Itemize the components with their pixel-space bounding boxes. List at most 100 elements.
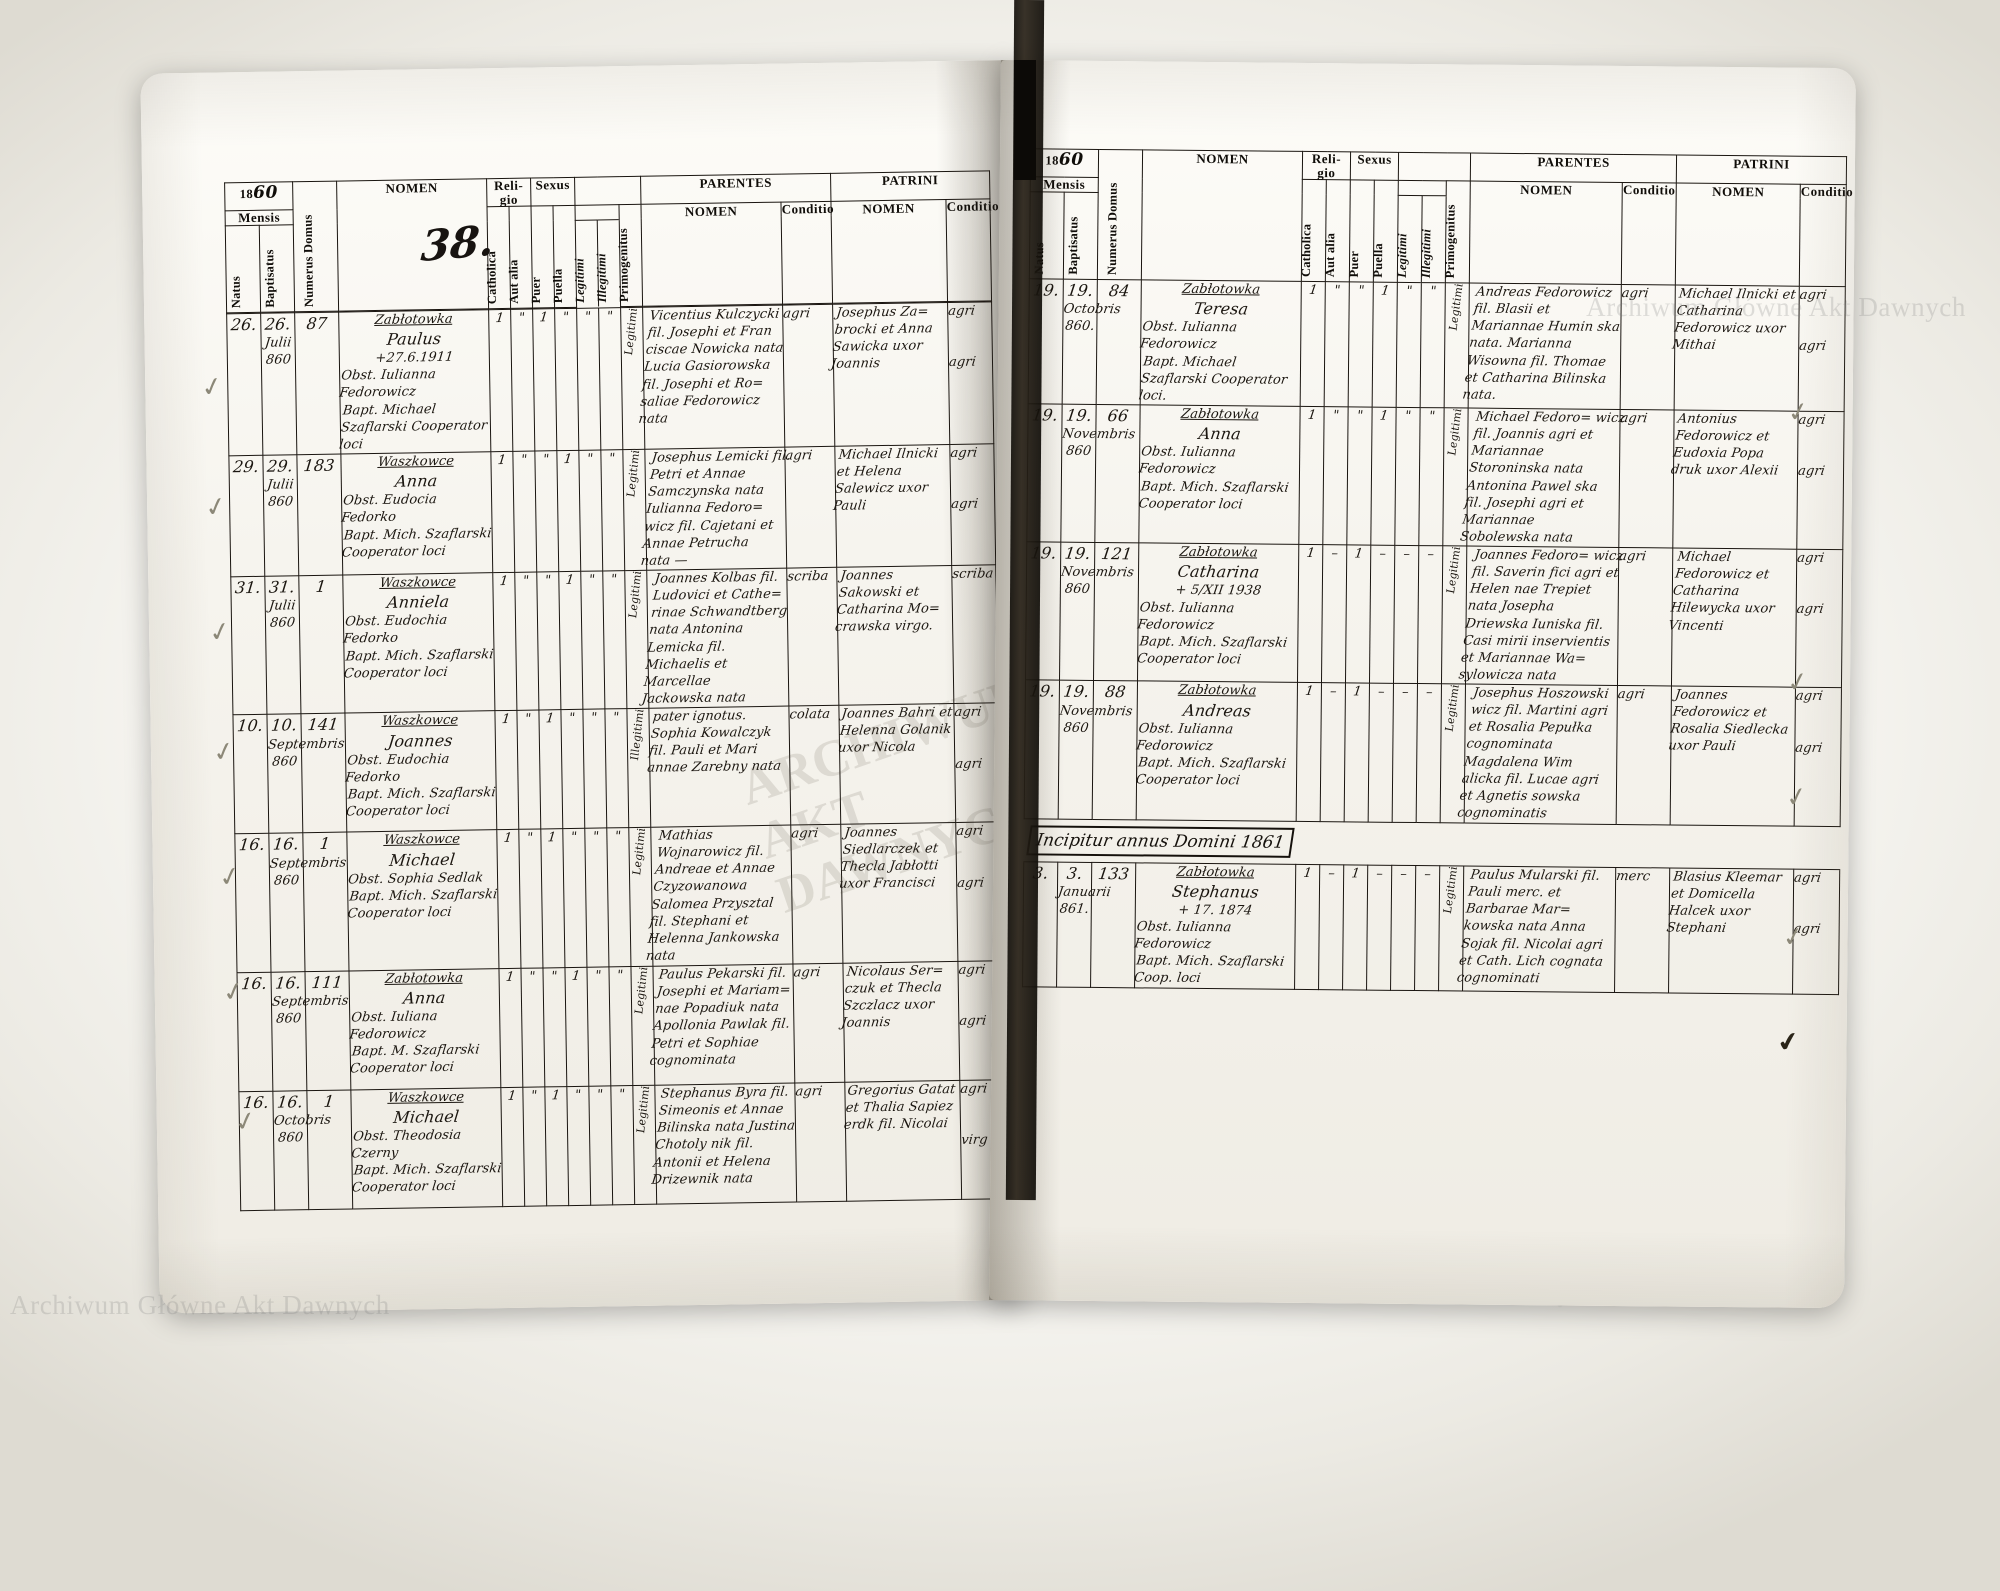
cell-nomen-child: Zabłotowka Anna Obst. Iulianna Fedorowicz B… <box>1138 404 1301 545</box>
cell-aut-alia: – <box>1320 683 1346 822</box>
cell-puer: 1 <box>540 829 565 968</box>
cell-legitimi: " <box>586 966 611 1086</box>
cell-nomen-parentes: Andreas Fedorowicz fil. Blasii et Marian… <box>1462 282 1622 410</box>
cell-nomen-patrini: Blasius Kleemar et Domicella Halcek uxor… <box>1666 867 1794 994</box>
cell-nomen-child: Zabłotowka Catharina + 5/XII 1938 Obst. Iul… <box>1136 543 1299 683</box>
register-row: 16. 16. Septembris 860 1 Waszkowce Michael Obst… <box>234 822 1002 973</box>
cell-nomen-parentes: Michael Fedoro= wicz fil. Joannis agri e… <box>1459 407 1626 548</box>
register-row: 19. 19. Novembris 860 88 Zabłotowka Andreas Obs… <box>1024 680 1842 827</box>
cell-illegitimi: – <box>1417 545 1443 685</box>
header-parentes: PARENTES <box>1470 153 1677 184</box>
cell-nomen-patrini: Joannes Fedorowicz et Rosalia Siedlecka … <box>1667 686 1796 826</box>
cell-baptisatus: 31. Julii 860 <box>264 575 301 715</box>
cell-numerus-domus: 88 <box>1092 680 1138 820</box>
header-legit-illegit <box>575 204 620 221</box>
register-rows-left: 26. 26. Julii 860 87 Zabłotowka Paulus +27.6.19… <box>226 301 1006 1211</box>
cell-illegitimi: " <box>604 709 629 829</box>
cell-numerus-domus: 183 <box>296 454 343 576</box>
cell-legitimi: " <box>580 571 605 710</box>
cell-conditio-parentes: colata <box>789 705 841 826</box>
header-nomen-patrini: NOMEN <box>1675 183 1801 287</box>
register-row: 16. 16. Octobris 860 1 Waszkowce Michael Obst. … <box>238 1079 1006 1211</box>
cell-nomen-patrini: Joannes Siedlarczek et Thecla Jabłotti u… <box>838 822 958 963</box>
cell-aut-alia: – <box>1321 544 1347 684</box>
header-parentes: PARENTES <box>640 173 832 205</box>
header-patrini: PATRINI <box>830 170 991 202</box>
cell-nomen-patrini: Michael Ilnicki et Catharina Fedorowicz … <box>1671 284 1800 412</box>
cell-aut-alia: – <box>1318 864 1344 990</box>
cell-nomen-patrini: Joannes Bahri et Helenna Golanik uxor Ni… <box>837 703 956 825</box>
header-mensis: Mensis <box>225 210 294 226</box>
cell-baptisatus: 10. Septembris 860 <box>266 714 345 834</box>
cell-numerus-domus: 1 <box>306 1089 353 1210</box>
cell-nomen-child: Zabłotowka Stephanus + 17. 1874 Obst. Iulia… <box>1133 862 1296 990</box>
cell-nomen-child: Zabłotowka Andreas Obst. Iulianna Fedorowi… <box>1135 681 1298 822</box>
header-primogenitus: Primogenitus <box>1442 181 1471 283</box>
cell-catholica: 1 <box>494 710 519 831</box>
cell-natus: 10. <box>232 714 269 835</box>
cell-catholica: 1 <box>500 1086 525 1207</box>
register-row: 31. 31. Julii 860 1 Waszkowce Anniela Obst. Eud… <box>230 565 998 716</box>
cell-illegitimi: " <box>608 966 633 1086</box>
cell-numerus-domus: 1 <box>302 832 349 972</box>
cell-conditio-parentes: scriba <box>787 567 839 707</box>
cell-nomen-parentes: Joannes Kolbas fil. Ludovici et Cathe= r… <box>641 568 789 709</box>
header-legit-illegit <box>1398 180 1447 196</box>
book-binding-top <box>1014 60 1036 180</box>
register-row: 19. 19. Octobris 860. 84 Zabłotowka Teresa Obst… <box>1028 278 1846 412</box>
header-numerus-domus: Numerus Domus <box>292 181 339 312</box>
cell-puella: 1 <box>1372 282 1398 408</box>
cell-aut-alia: " <box>520 967 545 1087</box>
header-numerus-domus: Numerus Domus <box>1097 149 1143 280</box>
cell-legitimi: " <box>584 828 609 967</box>
cell-puer: 1 <box>1344 683 1370 822</box>
cell-nomen-patrini: Joannes Sakowski et Catharina Mo= crawsk… <box>834 565 954 706</box>
cell-baptisatus: 26. Julii 860 <box>260 312 297 456</box>
cell-illegitimi: – <box>1416 684 1442 823</box>
cell-conditio-patrini: agri agri <box>1796 411 1845 550</box>
cell-illegitimi: " <box>1418 407 1445 547</box>
cell-nomen-parentes: Paulus Pekarski fil. Josephi et Mariam= … <box>649 963 795 1085</box>
header-thori-group <box>1398 152 1471 182</box>
cell-nomen-patrini: Gregorius Gatat et Thalia Sapiez erdk fi… <box>843 1080 962 1201</box>
cell-numerus-domus: 87 <box>294 312 341 455</box>
cell-puer: " <box>536 571 561 711</box>
cell-natus: 31. <box>230 576 267 716</box>
cell-legitimi: " <box>582 709 607 829</box>
cell-puer: " <box>534 450 559 573</box>
cell-nomen-parentes: Vicentius Kulczycki fil. Josephi et Fran… <box>638 305 785 450</box>
cell-baptisatus: 19. Novembris 860 <box>1059 542 1135 681</box>
folio-number-left: 38. <box>419 215 496 272</box>
cell-baptisatus: 19. Novembris 860 <box>1058 680 1134 820</box>
header-year-hand: 60 <box>1058 149 1084 170</box>
incipitur-annus-banner: Incipitur annus Domini 1861 <box>1025 825 1295 858</box>
cell-puella: 1 <box>558 571 583 711</box>
cell-numerus-domus: 1 <box>298 575 345 715</box>
cell-nomen-child: Waszkowce Michael Obst. Theodosia Czerny Ba… <box>351 1087 503 1209</box>
header-religio: Reli- gio <box>486 178 532 208</box>
cell-puer: " <box>1346 406 1373 546</box>
cell-nomen-child: Zabłotowka Paulus +27.6.1911 Obst. Iulianna… <box>338 309 491 455</box>
register-rows-right: 19. 19. Octobris 860. 84 Zabłotowka Teresa Obst… <box>1022 278 1846 995</box>
cell-puella: 1 <box>556 450 581 572</box>
cell-puella: " <box>554 308 579 451</box>
cell-numerus-domus: 84 <box>1096 279 1142 405</box>
cell-aut-alia: " <box>512 451 537 573</box>
open-book: 38. ARCHIWUM AKT DAWNYCH ✓ ✓ ✓ ✓ ✓ ✓ ✓ <box>140 0 1856 1314</box>
cell-nomen-patrini: Nicolaus Ser= czuk et Thecla Szczlacz ux… <box>840 961 960 1082</box>
cell-illegitimi: " <box>1420 282 1446 408</box>
header-sexus: Sexus <box>1350 151 1399 181</box>
cell-aut-alia: " <box>1324 281 1350 407</box>
cell-puer: " <box>542 967 567 1087</box>
pencil-check: ✓ <box>202 490 231 525</box>
header-illegitimi: Illegitimi <box>1418 195 1447 283</box>
cell-legitimi: " <box>578 450 603 572</box>
header-thori-group <box>574 176 642 206</box>
register-row: 29. 29. Julii 860 183 Waszkowce Anna Obst. Eudo… <box>228 443 996 578</box>
cell-nomen-child: Zabłotowka Anna Obst. Iuliana Fedorowicz Ba… <box>349 968 501 1090</box>
cell-conditio-patrini: agri agri <box>950 443 996 566</box>
cell-primogenitus: Legitimi <box>620 307 645 450</box>
cell-puella: 1 <box>1370 407 1397 546</box>
cell-conditio-patrini: agri agri <box>947 301 994 445</box>
cell-conditio-parentes: merc <box>1614 867 1670 993</box>
